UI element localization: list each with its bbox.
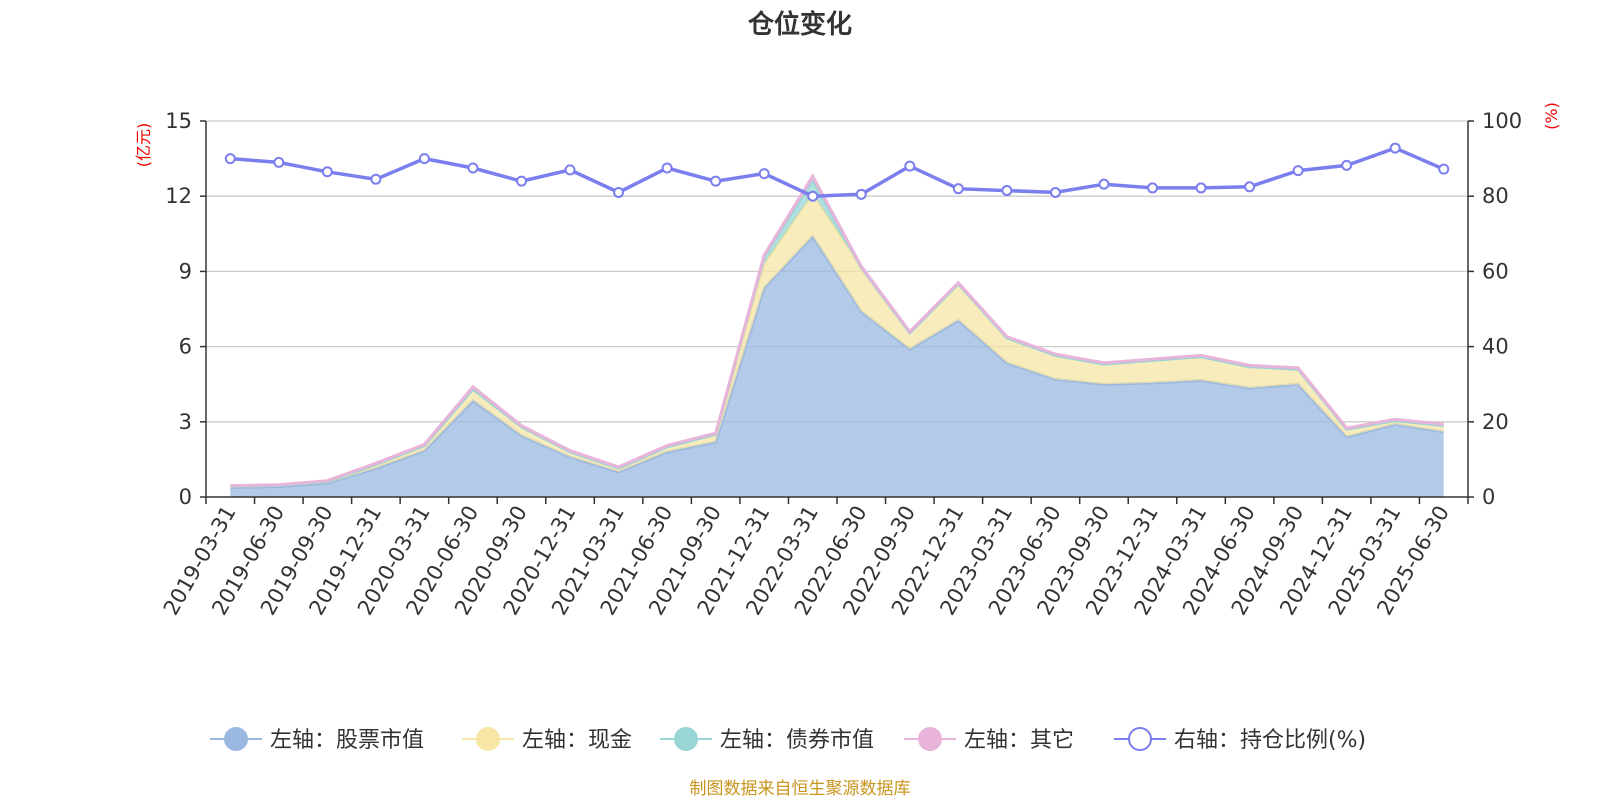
left-axis-tick-label: 9 bbox=[179, 259, 192, 283]
right-axis-tick-label: 80 bbox=[1482, 184, 1509, 208]
area-series-1 bbox=[230, 236, 1444, 498]
right-axis-tick-label: 40 bbox=[1482, 335, 1509, 359]
ratio-point bbox=[516, 175, 527, 187]
legend: 左轴：股票市值 左轴：现金 左轴：债券市值 左轴：其它 右轴：持仓比例(%) bbox=[210, 727, 1366, 753]
ratio-line-path bbox=[230, 146, 1445, 198]
left-axis-tick-label: 12 bbox=[165, 184, 192, 208]
left-axis-unit: (亿元) bbox=[134, 123, 153, 168]
ratio-point bbox=[710, 175, 722, 187]
ratio-point bbox=[661, 162, 673, 174]
left-axis-tick-label: 3 bbox=[179, 410, 192, 434]
ratio-point bbox=[321, 166, 333, 178]
legend-circle-marker bbox=[1128, 727, 1152, 751]
ratio-point bbox=[1244, 181, 1256, 193]
right-axis-tick-label: 0 bbox=[1482, 485, 1495, 509]
ratio-point bbox=[1195, 182, 1207, 194]
legend-label: 右轴：持仓比例(%) bbox=[1174, 728, 1366, 753]
ratio-point bbox=[952, 183, 964, 195]
left-axis-tick-label: 0 bbox=[179, 485, 192, 509]
ratio-point bbox=[613, 186, 625, 198]
holding-ratio-line bbox=[224, 142, 1450, 202]
area-series-2 bbox=[230, 193, 1444, 488]
legend-label: 左轴：现金 bbox=[522, 728, 632, 753]
ratio-point bbox=[1098, 178, 1110, 190]
ratio-point bbox=[418, 153, 430, 165]
ratio-point bbox=[1389, 142, 1401, 154]
right-axis-tick-label: 20 bbox=[1482, 410, 1509, 434]
left-axis-tick-label: 6 bbox=[179, 335, 192, 359]
legend-circle-marker bbox=[224, 727, 248, 751]
area-edge-series-4 bbox=[230, 173, 1444, 488]
ratio-point bbox=[1147, 182, 1158, 194]
right-axis-tick-label: 100 bbox=[1482, 109, 1522, 133]
ratio-point bbox=[807, 190, 819, 202]
stacked-areas bbox=[230, 173, 1444, 498]
legend-circle-marker bbox=[918, 727, 942, 751]
legend-circle-marker bbox=[476, 727, 500, 751]
ratio-point bbox=[564, 164, 576, 176]
ratio-point bbox=[1341, 159, 1353, 171]
data-source-note: 制图数据来自恒生聚源数据库 bbox=[690, 779, 911, 799]
ratio-point bbox=[855, 188, 867, 200]
ratio-point bbox=[467, 162, 479, 174]
ratio-point bbox=[1438, 163, 1450, 175]
ratio-point bbox=[370, 173, 382, 185]
legend-circle-marker bbox=[674, 727, 698, 751]
ratio-point bbox=[1049, 186, 1061, 198]
ratio-point bbox=[1001, 185, 1013, 197]
ratio-point bbox=[758, 168, 770, 180]
ratio-point bbox=[904, 160, 916, 172]
legend-label: 左轴：债券市值 bbox=[720, 728, 874, 753]
right-axis-tick-label: 60 bbox=[1482, 259, 1509, 283]
ratio-point bbox=[224, 153, 236, 165]
right-axis-unit: (%) bbox=[1542, 102, 1561, 130]
left-axis-tick-label: 15 bbox=[165, 109, 192, 133]
legend-label: 左轴：股票市值 bbox=[270, 728, 424, 753]
ratio-point bbox=[1292, 165, 1304, 177]
ratio-point bbox=[273, 156, 285, 168]
chart-title: 仓位变化 bbox=[747, 9, 852, 40]
legend-label: 左轴：其它 bbox=[964, 728, 1074, 753]
